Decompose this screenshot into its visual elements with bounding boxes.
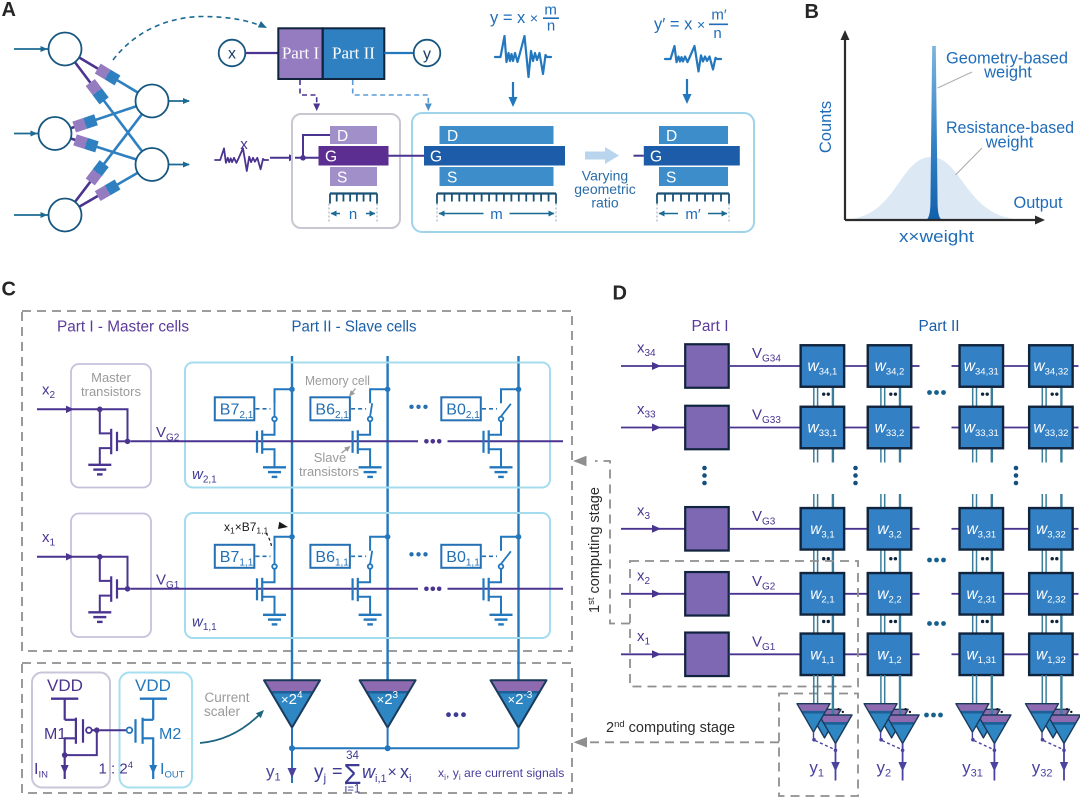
svg-text:y = x ×: y = x × (490, 9, 538, 27)
svg-text:weight: weight (983, 64, 1032, 82)
svg-text:i=1: i=1 (345, 784, 361, 796)
svg-text:D: D (447, 128, 458, 145)
svg-text:Part I: Part I (282, 44, 320, 63)
svg-text:G: G (430, 149, 442, 166)
svg-text:Part II: Part II (332, 44, 375, 63)
svg-text:S: S (337, 170, 347, 187)
svg-text:D: D (613, 283, 627, 305)
svg-text:B: B (805, 1, 819, 23)
svg-text:D: D (337, 128, 348, 145)
svg-text:G: G (650, 149, 662, 166)
svg-text:×: × (388, 764, 397, 781)
svg-text:m: m (490, 206, 503, 223)
svg-text:weight: weight (985, 134, 1034, 152)
svg-text:M2: M2 (159, 726, 181, 743)
svg-text:Current: Current (204, 690, 249, 705)
svg-text:x×weight: x×weight (899, 228, 974, 246)
svg-text:scaler: scaler (204, 704, 241, 719)
svg-text:transistors: transistors (299, 464, 359, 479)
svg-text:Part I: Part I (692, 318, 729, 335)
svg-text:m′: m′ (685, 206, 700, 223)
svg-text:y: y (423, 46, 431, 63)
svg-text:S: S (447, 170, 457, 187)
svg-text:Output: Output (1014, 194, 1063, 212)
svg-text:VDD: VDD (135, 676, 171, 695)
svg-text:Slave: Slave (314, 450, 347, 465)
svg-text:n: n (713, 25, 721, 42)
svg-text:x: x (228, 46, 236, 63)
svg-text:G: G (325, 149, 337, 166)
svg-text:S: S (666, 170, 676, 187)
svg-text:ratio: ratio (591, 195, 618, 211)
svg-text:2nd computing stage: 2nd computing stage (606, 719, 735, 736)
svg-text:Counts: Counts (817, 101, 835, 153)
svg-text:y′ = x ×: y′ = x × (654, 16, 705, 34)
svg-text:Memory cell: Memory cell (305, 373, 370, 388)
svg-text:Part II - Slave cells: Part II - Slave cells (292, 319, 417, 336)
svg-text:xi, yi are current signals: xi, yi are current signals (438, 766, 564, 782)
svg-text:m′: m′ (711, 7, 726, 24)
svg-text:n: n (547, 18, 555, 35)
svg-text:C: C (2, 279, 16, 301)
svg-text:transistors: transistors (81, 384, 141, 399)
svg-text:=: = (332, 761, 343, 781)
svg-text:n: n (349, 206, 357, 223)
svg-text:m: m (544, 2, 557, 19)
svg-text:Part I - Master cells: Part I - Master cells (57, 319, 189, 336)
svg-text:34: 34 (346, 750, 359, 762)
svg-text:1st computing stage: 1st computing stage (586, 487, 603, 613)
svg-text:Master: Master (91, 370, 131, 385)
svg-text:Part II: Part II (919, 318, 960, 335)
svg-text:VDD: VDD (47, 676, 83, 695)
svg-text:A: A (2, 0, 16, 21)
svg-text:D: D (666, 128, 677, 145)
svg-text:M1: M1 (44, 726, 66, 743)
